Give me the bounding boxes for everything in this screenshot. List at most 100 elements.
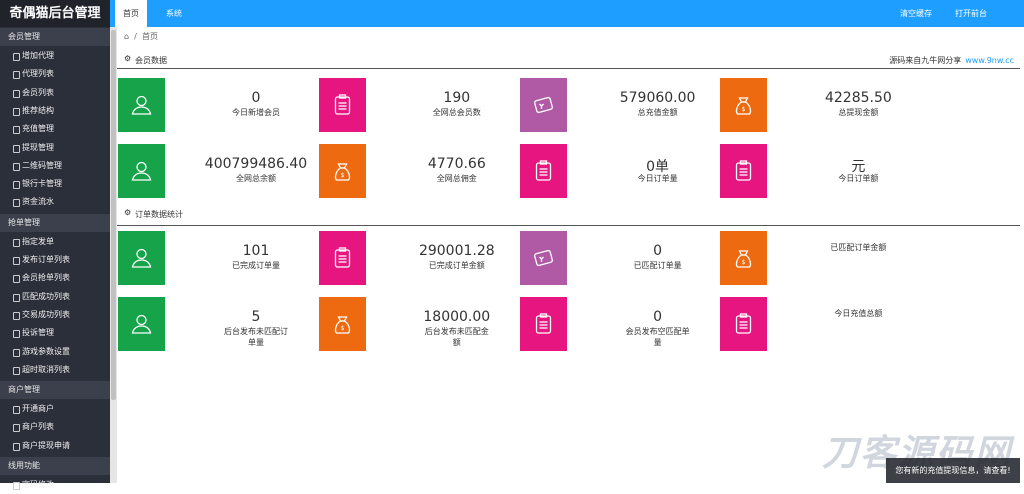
- stat-card[interactable]: 今日充值总额: [719, 297, 919, 351]
- card-label: 全网总余额: [236, 174, 276, 183]
- card-icon: [118, 231, 165, 285]
- card-label: 总提现金额: [838, 108, 879, 117]
- menu-item[interactable]: 密码修改: [0, 476, 110, 494]
- stat-card[interactable]: 190 全网总会员数: [318, 78, 518, 132]
- card-value: 5: [251, 309, 261, 325]
- menu-item[interactable]: 商户列表: [0, 418, 110, 436]
- stat-card[interactable]: 579060.00 总充值金额: [519, 78, 719, 132]
- scroll-thumb[interactable]: [111, 30, 116, 400]
- section-divider: [117, 225, 1020, 226]
- menu-item[interactable]: 匹配成功列表: [0, 288, 110, 306]
- stat-card[interactable]: $ 已匹配订单金额: [719, 231, 919, 285]
- icon-graphic: [533, 96, 553, 114]
- stat-card[interactable]: $18000.00 后台发布未匹配金额: [318, 297, 518, 351]
- card-icon: $: [318, 297, 366, 351]
- tab[interactable]: 首页: [115, 0, 147, 27]
- menu-item[interactable]: 增加代理: [0, 47, 110, 65]
- svg-text:$: $: [340, 172, 344, 179]
- card-icon: [519, 231, 567, 285]
- card-value: 元: [851, 159, 866, 175]
- stat-card[interactable]: 0 已匹配订单量: [519, 231, 719, 285]
- card-label: 已完成订单量: [232, 261, 280, 270]
- note-link[interactable]: www.9nw.cc: [965, 56, 1014, 65]
- menu-item[interactable]: 指定发单: [0, 233, 110, 251]
- menu-item[interactable]: 资金流水: [0, 193, 110, 211]
- menu-item[interactable]: 推荐结构: [0, 102, 110, 120]
- icon-graphic: $: [334, 316, 350, 334]
- menu-group[interactable]: 抢单管理: [0, 213, 110, 232]
- card-label: 今日新增会员: [232, 108, 280, 117]
- icon-graphic: [533, 249, 553, 267]
- card-icon: [118, 297, 165, 351]
- menu-item[interactable]: 银行卡管理: [0, 175, 110, 193]
- section-title: 订单数据统计: [135, 210, 183, 219]
- menu-item[interactable]: 提现管理: [0, 139, 110, 157]
- icon-graphic: [131, 161, 152, 181]
- icon-graphic: [131, 314, 152, 334]
- stat-card[interactable]: $4770.66 全网总佣金: [318, 144, 518, 198]
- top-action[interactable]: 清空缓存: [900, 9, 932, 18]
- icon-graphic: [736, 313, 752, 334]
- stat-card[interactable]: 400799486.40 全网总余额: [117, 144, 317, 198]
- menu-item[interactable]: 商户提现申请: [0, 437, 110, 455]
- stat-card[interactable]: 101 已完成订单量: [117, 231, 317, 285]
- icon-graphic: [334, 247, 350, 268]
- section-icon: ⚙: [124, 54, 132, 63]
- icon-graphic: [334, 94, 350, 115]
- card-label: 今日充值总额: [834, 309, 883, 318]
- card-value: 18000.00: [423, 309, 491, 325]
- menu-item[interactable]: 会员抢单列表: [0, 269, 110, 287]
- menu-item[interactable]: 开通商户: [0, 400, 110, 418]
- home-icon[interactable]: ⌂: [124, 32, 130, 41]
- card-label: 已匹配订单量: [633, 261, 682, 270]
- icon-graphic: $: [736, 250, 752, 268]
- stat-card[interactable]: 0 今日新增会员: [117, 78, 317, 132]
- menu-group[interactable]: 线用功能: [0, 457, 110, 475]
- card-icon: [519, 144, 567, 198]
- card-icon: [519, 297, 567, 351]
- toast[interactable]: 您有新的充值提现信息，请查看!: [886, 458, 1020, 483]
- breadcrumb: ⌂ / 首页: [124, 32, 158, 41]
- stat-card[interactable]: 元今日订单额: [719, 144, 919, 198]
- stat-card[interactable]: 290001.28 已完成订单金额: [318, 231, 518, 285]
- card-value: 0: [251, 90, 261, 106]
- breadcrumb-item[interactable]: 首页: [141, 32, 158, 41]
- top-bar: 首页 系统 清空缓存 打开前台: [110, 0, 1024, 27]
- stat-card[interactable]: 5 后台发布未匹配订单量: [117, 297, 317, 351]
- menu-item[interactable]: 充值管理: [0, 120, 110, 138]
- section-title: 会员数据: [135, 56, 167, 65]
- svg-text:$: $: [340, 325, 344, 332]
- card-label: 今日订单额: [838, 174, 879, 183]
- menu-item[interactable]: 交易成功列表: [0, 306, 110, 324]
- stat-card[interactable]: 0 会员发布空匹配单量: [519, 297, 719, 351]
- card-label: 全网总会员数: [432, 108, 481, 117]
- card-icon: [118, 144, 165, 198]
- stat-card[interactable]: 0单 今日订单量: [519, 144, 719, 198]
- menu-item[interactable]: 发布订单列表: [0, 251, 110, 269]
- menu-group[interactable]: 商户管理: [0, 381, 110, 400]
- menu-item[interactable]: 会员列表: [0, 84, 110, 102]
- tab[interactable]: 系统: [166, 9, 182, 18]
- menu-item[interactable]: 二维码管理: [0, 157, 110, 175]
- menu-item[interactable]: 超时取消列表: [0, 361, 110, 379]
- card-value: 400799486.40: [204, 156, 308, 172]
- stat-card[interactable]: $42285.50 总提现金额: [719, 78, 919, 132]
- section-divider: [117, 68, 1020, 69]
- card-value: 0单: [646, 159, 670, 175]
- card-value: 0: [653, 309, 663, 325]
- menu-group[interactable]: 会员管理: [0, 28, 110, 46]
- card-icon: $: [720, 231, 768, 285]
- card-icon: [720, 297, 768, 351]
- card-label: 已完成订单金额: [428, 261, 485, 270]
- top-action[interactable]: 打开前台: [955, 9, 987, 18]
- svg-text:$: $: [742, 106, 746, 113]
- menu-item[interactable]: 游戏参数设置: [0, 343, 110, 361]
- card-value: 0: [653, 243, 663, 259]
- logo: 奇偶猫后台管理: [0, 0, 110, 27]
- menu-item[interactable]: 代理列表: [0, 65, 110, 83]
- menu-item[interactable]: 投诉管理: [0, 324, 110, 342]
- card-icon: [720, 144, 768, 198]
- card-value: 579060.00: [619, 90, 696, 106]
- card-value: 4770.66: [427, 156, 486, 172]
